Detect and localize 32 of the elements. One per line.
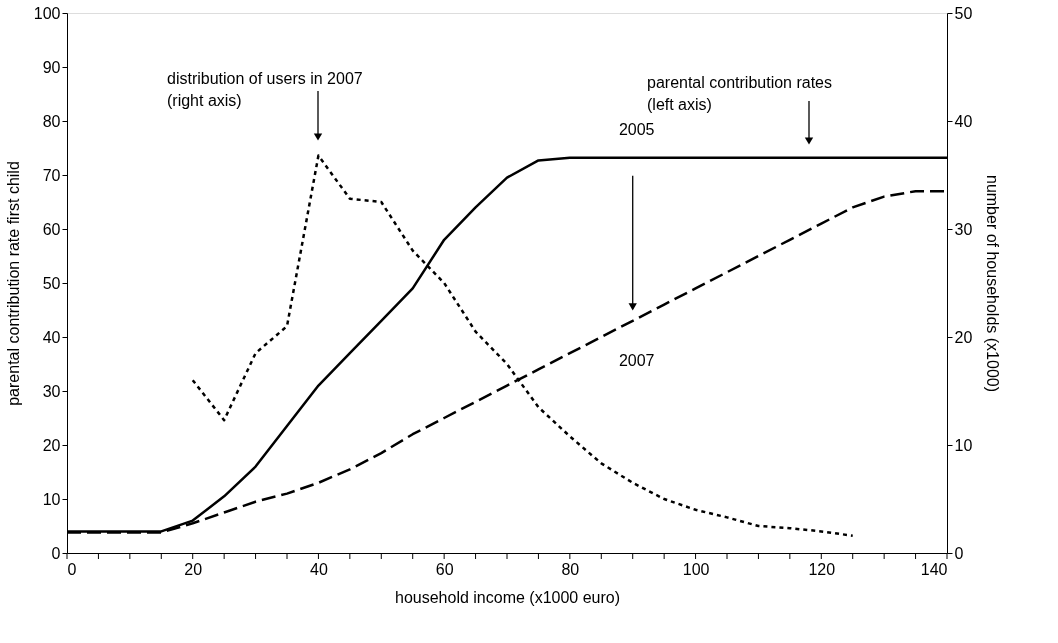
- x-tick-label: 140: [920, 560, 948, 578]
- x-tick-label: 0: [67, 560, 77, 578]
- y-tick-label: 80: [42, 112, 61, 130]
- annotation: parental contribution rates (left axis): [647, 74, 832, 113]
- x-axis-title: household income (x1000 euro): [394, 588, 621, 606]
- y-tick-label: 20: [42, 436, 61, 454]
- y-tick-label: 90: [42, 58, 61, 76]
- y2-tick-label: 50: [954, 4, 973, 22]
- y2-tick-label: 40: [954, 112, 973, 130]
- y2-tick-label: 0: [954, 544, 964, 562]
- y-axis-title: parental contribution rate first child: [4, 161, 22, 406]
- annotation: distribution of users in 2007 (right axis): [167, 70, 363, 109]
- x-tick-label: 120: [808, 560, 836, 578]
- y-tick-label: 10: [42, 490, 61, 508]
- series-label: 2005: [618, 120, 655, 138]
- y-tick-label: 40: [42, 328, 61, 346]
- y-tick-label: 50: [42, 274, 61, 292]
- y-tick-label: 0: [51, 544, 61, 562]
- x-tick-label: 80: [561, 560, 580, 578]
- y2-tick-label: 30: [954, 220, 973, 238]
- x-tick-label: 60: [435, 560, 454, 578]
- y-tick-label: 70: [42, 166, 61, 184]
- x-tick-label: 20: [184, 560, 203, 578]
- x-tick-label: 40: [310, 560, 328, 578]
- y-tick-label: 60: [42, 220, 61, 238]
- y-tick-label: 30: [42, 382, 61, 400]
- y2-tick-label: 20: [954, 328, 973, 346]
- y2-tick-label: 10: [954, 436, 973, 454]
- y2-axis-title: number of households (x1000): [984, 174, 1002, 393]
- x-tick-label: 100: [682, 560, 710, 578]
- series-label: 2007: [618, 351, 655, 369]
- y-tick-label: 100: [33, 4, 61, 22]
